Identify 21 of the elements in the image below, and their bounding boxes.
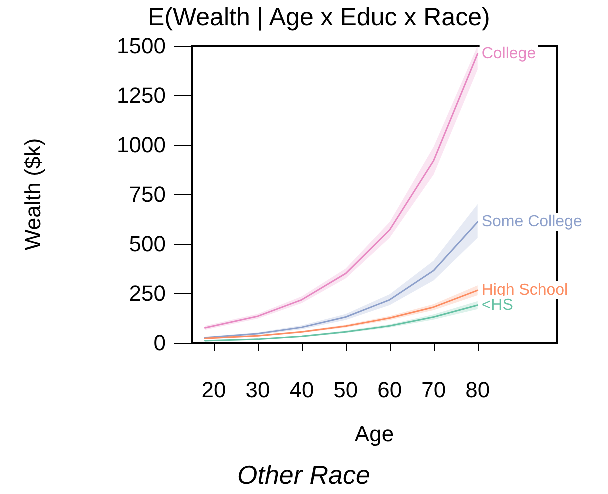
chart-title: E(Wealth | Age x Educ x Race) xyxy=(148,4,490,32)
y-tick-label: 250 xyxy=(129,281,166,306)
y-tick-label: 0 xyxy=(154,330,166,356)
text: Other Race xyxy=(238,460,370,490)
x-tick-label: 40 xyxy=(290,378,314,402)
y-tick-label: 500 xyxy=(129,232,166,256)
y-tick-label: 1500 xyxy=(117,34,166,58)
x-axis-title: Age xyxy=(354,422,394,446)
x-tick-label: 30 xyxy=(246,378,270,402)
x-tick-label: 80 xyxy=(466,378,490,402)
x-tick-label: 60 xyxy=(378,378,402,402)
series-label: <HS xyxy=(482,296,514,314)
series-label: Some College xyxy=(482,214,582,231)
x-tick-label: 50 xyxy=(334,378,358,402)
y-axis-title: Wealth ($k) xyxy=(20,138,46,251)
y-tick-label: 750 xyxy=(129,182,166,207)
x-tick-label: 20 xyxy=(202,378,226,402)
y-tick-label: 1000 xyxy=(117,132,166,158)
series-label: College xyxy=(482,45,536,62)
y-tick-label: 1250 xyxy=(117,83,166,108)
x-tick-label: 70 xyxy=(422,378,446,402)
